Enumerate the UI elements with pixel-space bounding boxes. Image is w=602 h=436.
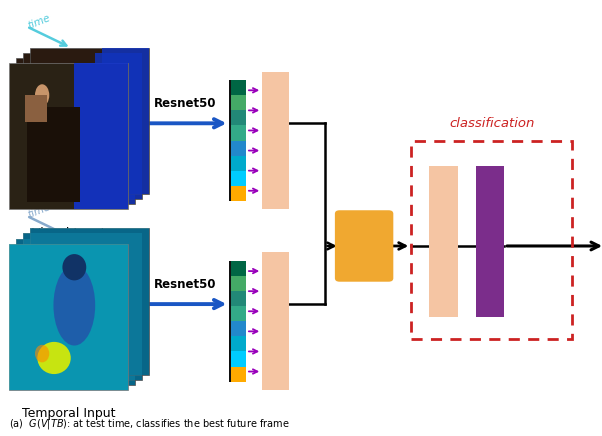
Bar [262,72,289,209]
Bar [429,167,458,317]
Ellipse shape [54,265,95,346]
Text: LSTM: LSTM [438,227,448,256]
Bar [229,110,246,126]
Bar [102,48,149,194]
Bar [30,48,149,194]
Bar [23,53,142,199]
Bar [9,244,128,390]
Text: C: C [354,232,374,260]
Bar [26,107,80,202]
Ellipse shape [63,254,86,280]
Bar [229,95,246,110]
Bar [16,238,135,385]
Text: classification: classification [449,117,535,130]
Bar [229,80,246,95]
Bar [229,367,246,382]
Bar [229,170,246,186]
Text: LSTM: LSTM [270,307,281,336]
Bar [23,234,142,380]
Text: Resnet50: Resnet50 [154,278,216,291]
Bar [87,58,135,204]
Ellipse shape [35,84,49,106]
Text: (a)  $G(V|TB)$: at test time, classifies the best future frame: (a) $G(V|TB)$: at test time, classifies … [9,417,290,431]
FancyBboxPatch shape [335,210,393,282]
Bar [229,80,231,201]
Bar [16,58,135,204]
Bar [30,228,149,375]
Bar [229,261,246,276]
Bar [229,291,246,306]
Bar [30,228,149,375]
Bar [74,63,128,209]
Text: Resnet50: Resnet50 [154,97,216,110]
Bar [25,95,47,122]
Bar [229,321,246,336]
Bar [9,63,128,209]
Bar [9,244,128,390]
Bar [229,276,246,291]
Bar [229,336,246,351]
Bar [23,234,142,380]
Bar [16,238,135,385]
Bar [229,261,231,382]
Bar [229,306,246,321]
Bar [229,126,246,140]
Bar [476,167,504,317]
Bar [229,140,246,156]
Bar [229,186,246,201]
Bar [262,252,289,390]
Ellipse shape [35,345,49,362]
Text: Temporal Input: Temporal Input [22,407,115,420]
Text: Visual Input: Visual Input [32,227,105,240]
Bar [229,351,246,367]
Text: time: time [26,202,52,220]
Bar [95,53,142,199]
Text: FC(k): FC(k) [485,227,495,256]
Ellipse shape [37,342,71,374]
Text: time: time [26,13,52,31]
Text: LSTM: LSTM [270,126,281,155]
Bar [411,140,572,338]
Bar [229,156,246,170]
